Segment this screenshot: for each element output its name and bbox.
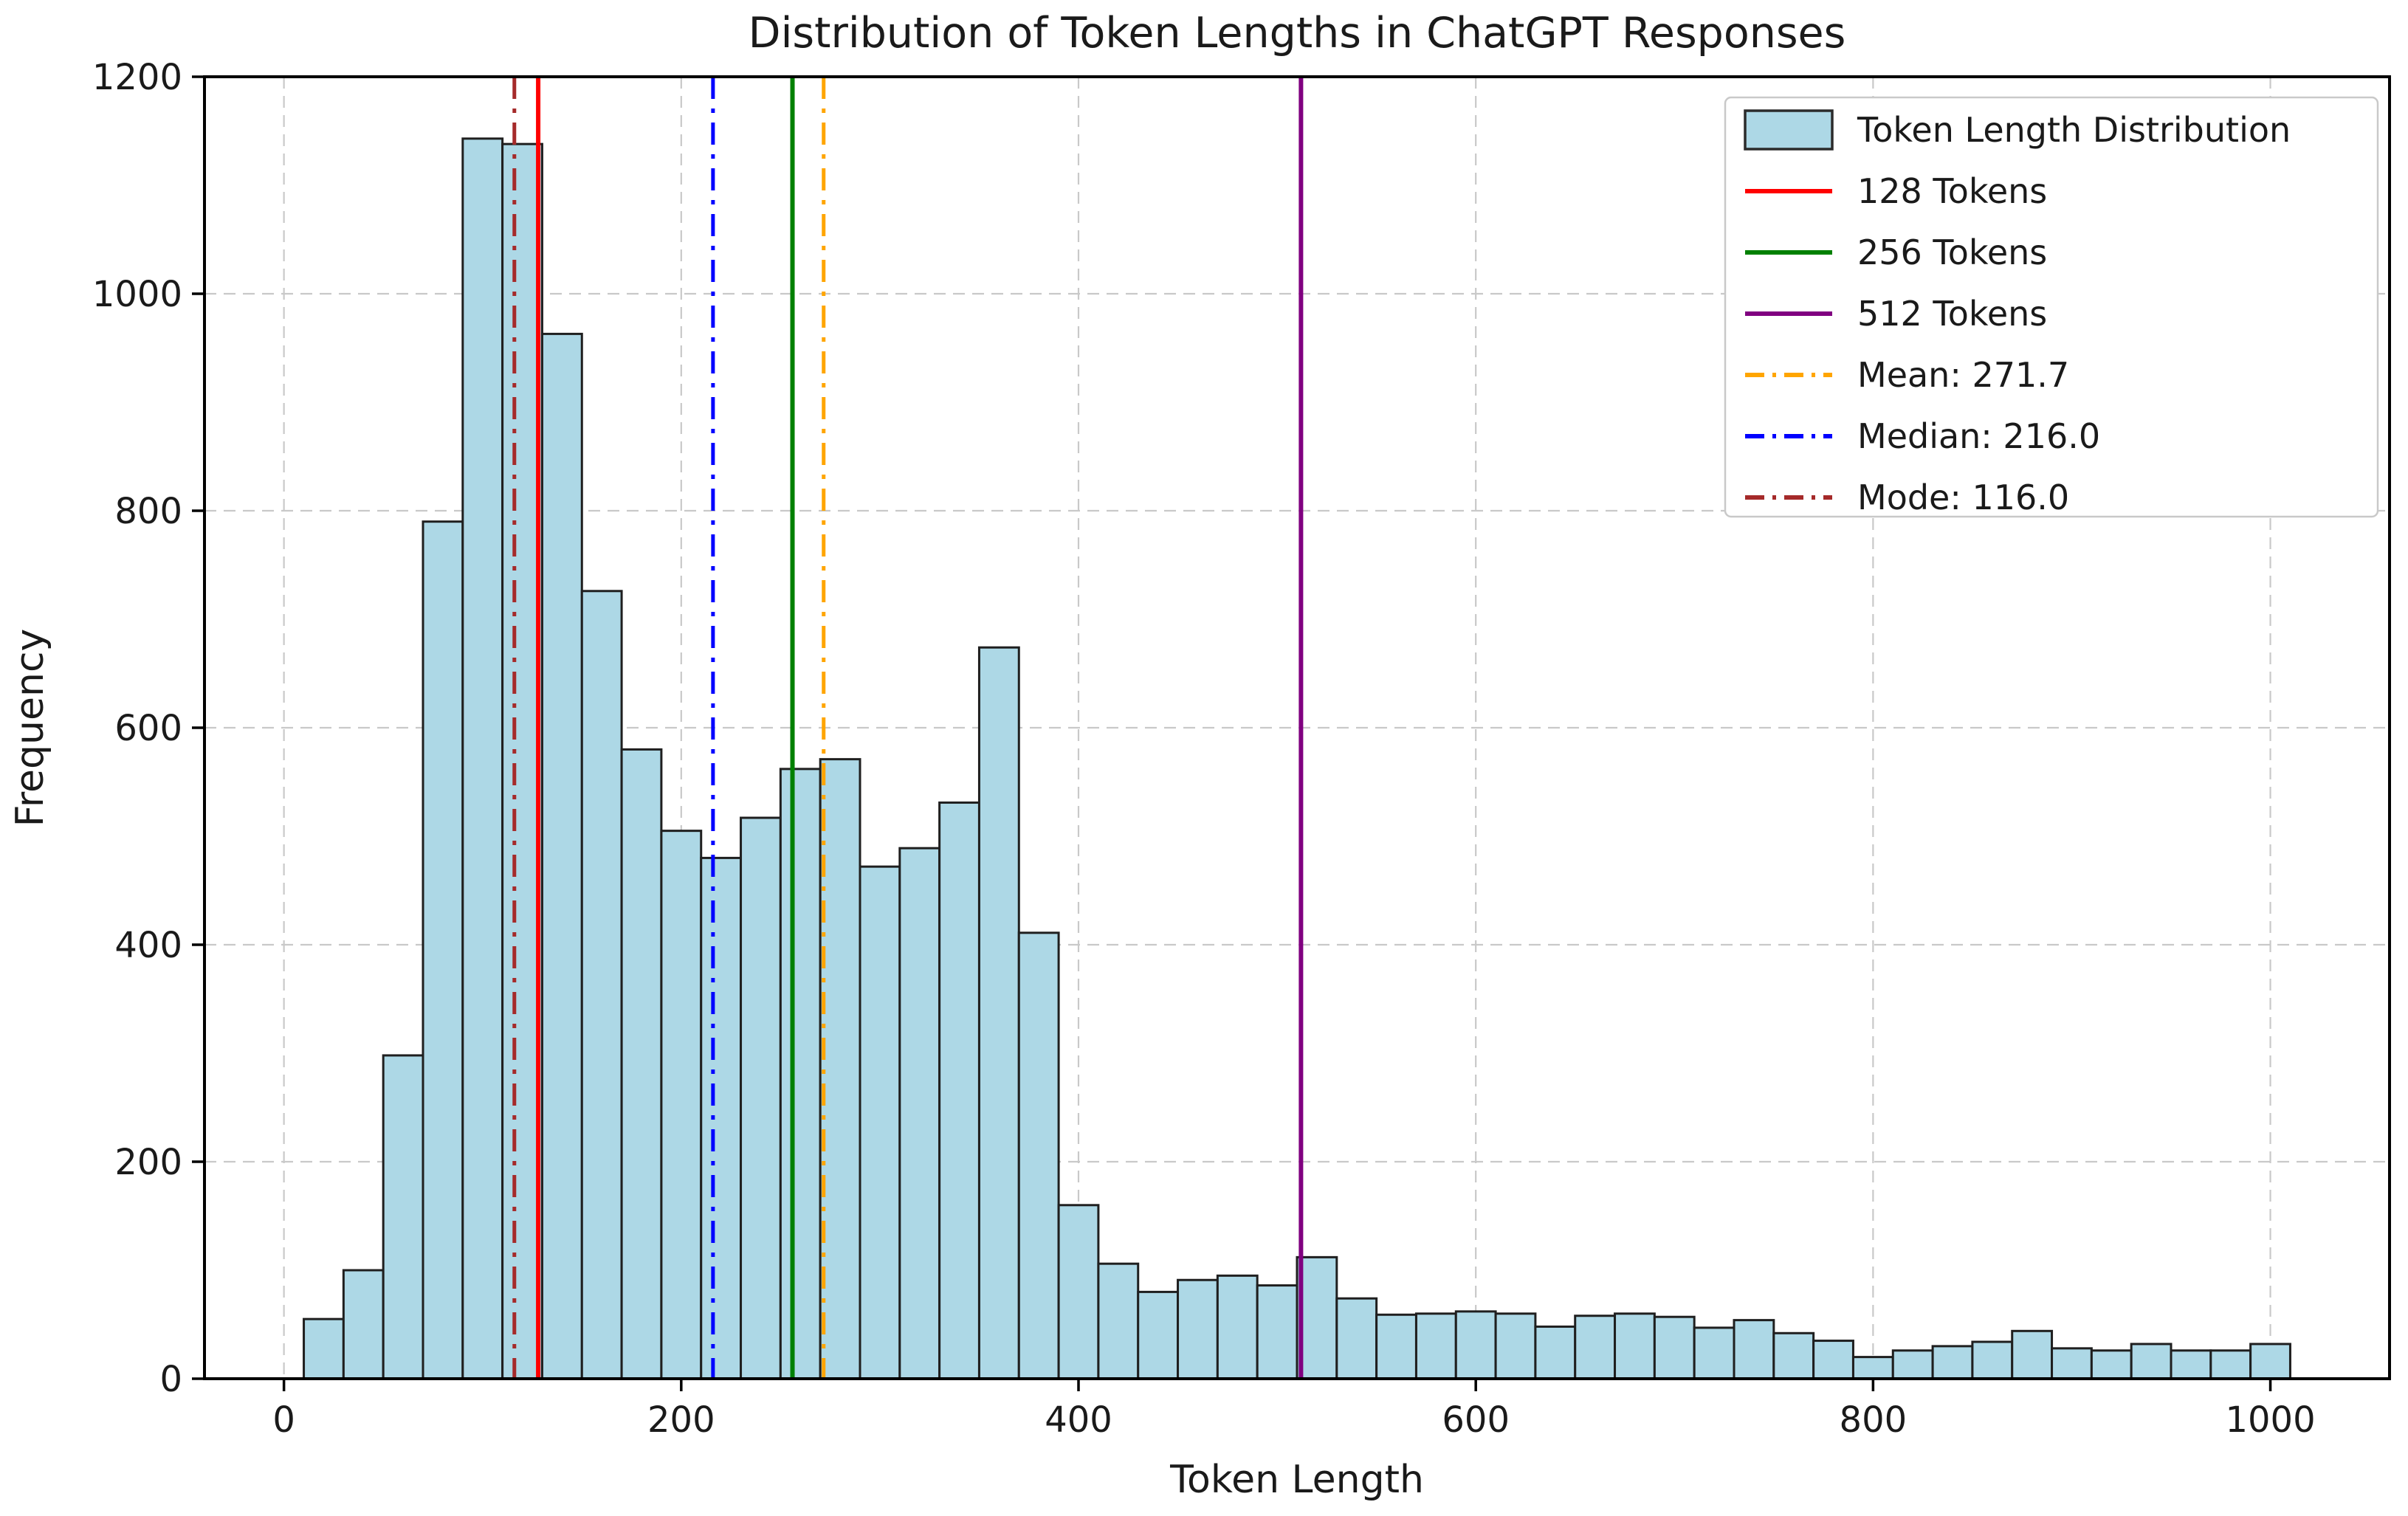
histogram-bar	[1653, 1315, 1696, 1380]
legend: Token Length Distribution 128 Tokens 256 T…	[1724, 96, 2379, 518]
histogram-bar	[1375, 1313, 1417, 1380]
y-tick-label: 600	[114, 708, 182, 749]
histogram-bar	[859, 865, 901, 1380]
legend-label: Token Length Distribution	[1857, 110, 2291, 150]
histogram-bar	[898, 847, 941, 1380]
histogram-bar	[1931, 1345, 1974, 1380]
histogram-bar	[303, 1317, 345, 1380]
histogram-bar	[1971, 1340, 2014, 1380]
y-axis-label: Frequency	[8, 629, 52, 827]
histogram-bar	[1414, 1312, 1457, 1380]
x-tick-label: 600	[1442, 1399, 1510, 1441]
histogram-bar	[1494, 1312, 1537, 1380]
histogram-bar	[1851, 1356, 1894, 1380]
histogram-bar	[779, 768, 822, 1380]
histogram-bar	[1733, 1319, 1775, 1380]
histogram-bar	[1177, 1278, 1219, 1380]
histogram-bar	[977, 646, 1020, 1380]
histogram-bar	[382, 1054, 424, 1380]
histogram-bar	[660, 830, 703, 1380]
histogram-bar	[2090, 1349, 2133, 1380]
x-tick-label: 0	[272, 1399, 295, 1441]
histogram-bar	[700, 856, 743, 1380]
histogram-bar	[1017, 931, 1060, 1380]
histogram-bar	[819, 758, 861, 1380]
axis-ticks: 0 200 400 600 800 1000 0 200 400 600 800 1000 1200	[92, 57, 2316, 1441]
x-tick-label: 800	[1840, 1399, 1908, 1441]
legend-swatch-patch	[1744, 109, 1834, 151]
histogram-bar	[1256, 1284, 1298, 1380]
histogram-bar	[1057, 1204, 1100, 1380]
histogram-bar	[2209, 1349, 2252, 1380]
histogram-bar	[1891, 1349, 1934, 1380]
histogram-bar	[2170, 1349, 2212, 1380]
legend-box	[1724, 96, 2379, 518]
y-tick-label: 400	[114, 925, 182, 966]
histogram-bar	[938, 801, 980, 1380]
histogram-bar	[1534, 1325, 1577, 1380]
histogram-bar	[2051, 1347, 2093, 1380]
histogram-bar	[1454, 1310, 1497, 1380]
histogram-bar	[1335, 1297, 1378, 1380]
y-tick-label: 1200	[92, 57, 182, 98]
histogram-bar	[740, 816, 782, 1380]
histogram-bar	[1693, 1326, 1736, 1380]
legend-label: 128 Tokens	[1857, 171, 2047, 211]
chart-title: Distribution of Token Lengths in ChatGPT…	[749, 9, 1846, 58]
y-tick-label: 1000	[92, 274, 182, 315]
histogram-bar	[1216, 1274, 1259, 1380]
reference-lines	[512, 77, 1304, 1379]
legend-label: Mean: 271.7	[1857, 355, 2069, 395]
histogram-bar	[1772, 1331, 1815, 1380]
y-tick-label: 0	[159, 1359, 182, 1400]
y-tick-label: 800	[114, 491, 182, 532]
legend-label: 512 Tokens	[1857, 294, 2047, 334]
histogram-bar	[540, 332, 583, 1380]
histogram-bar	[1812, 1340, 1854, 1380]
x-tick-label: 400	[1045, 1399, 1112, 1441]
legend-label: Median: 216.0	[1857, 416, 2100, 456]
histogram-bar	[2249, 1343, 2291, 1380]
histogram-bar	[580, 590, 623, 1380]
histogram-bar	[422, 520, 464, 1380]
histogram-bars	[303, 137, 2291, 1380]
x-tick-label: 200	[647, 1399, 715, 1441]
histogram-bar	[342, 1269, 385, 1380]
histogram-bar	[620, 748, 663, 1380]
legend-label: Mode: 116.0	[1857, 478, 2069, 517]
histogram-bar	[2011, 1329, 2054, 1380]
histogram-bar	[1137, 1290, 1180, 1380]
legend-label: 256 Tokens	[1857, 232, 2047, 272]
histogram-bar	[2130, 1343, 2173, 1380]
histogram-bar	[461, 137, 504, 1380]
histogram-bar	[501, 142, 543, 1380]
y-tick-label: 200	[114, 1142, 182, 1183]
histogram-bar	[1097, 1262, 1140, 1380]
x-axis-label: Token Length	[1169, 1458, 1424, 1502]
x-tick-label: 1000	[2225, 1399, 2315, 1441]
histogram-bar	[1574, 1315, 1617, 1380]
histogram-bar	[1614, 1312, 1656, 1380]
